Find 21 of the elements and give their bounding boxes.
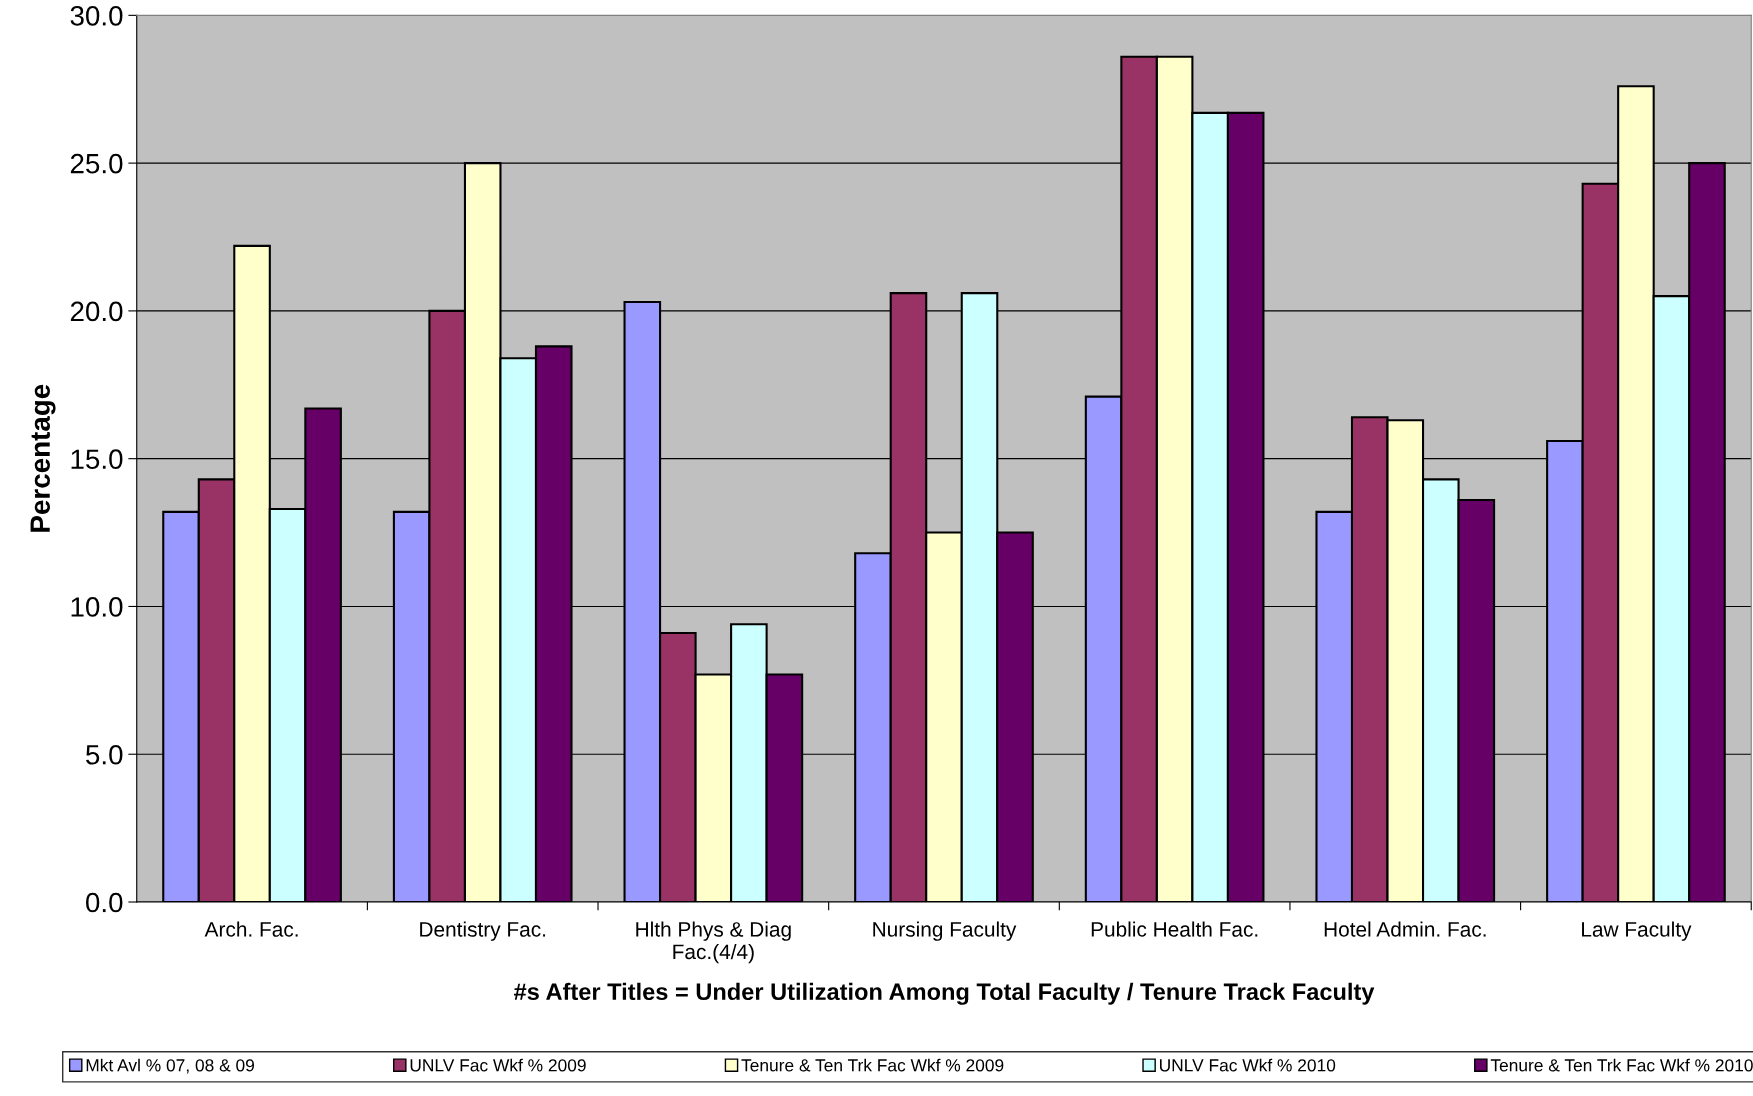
y-tick-label: 0.0 — [86, 892, 123, 913]
y-tick-label: 30.0 — [70, 6, 123, 26]
legend-label: UNLV Fac Wkf % 2010 — [1159, 1058, 1336, 1072]
x-axis-title: #s After Titles = Under Utilization Among Total Faculty / Tenure Track Faculty — [513, 982, 1375, 1005]
x-tick-label: Dentistry Fac. — [420, 921, 546, 941]
y-tick-label: 20.0 — [70, 301, 123, 322]
y-axis-title: Percentage — [30, 384, 56, 532]
legend-label: Tenure & Ten Trk Fac Wkf % 2010 — [1490, 1058, 1753, 1072]
y-tick-label: 25.0 — [70, 153, 123, 174]
x-tick-label: Hlth Phys & Diag Fac.(4/4) — [636, 921, 791, 964]
legend-label: Mkt Avl % 07, 08 & 09 — [86, 1058, 254, 1074]
y-tick-label: 5.0 — [86, 744, 123, 765]
x-tick-label: Arch. Fac. — [204, 921, 298, 937]
legend-label: UNLV Fac Wkf % 2009 — [410, 1058, 586, 1072]
x-tick-label: Public Health Fac. — [1091, 921, 1258, 937]
x-tick-label: Hotel Admin. Fac. — [1324, 921, 1486, 937]
x-tick-label: Nursing Faculty — [873, 921, 1017, 941]
y-tick-label: 15.0 — [71, 449, 123, 470]
y-tick-label: 10.0 — [71, 597, 123, 617]
x-tick-label: Law Faculty — [1582, 921, 1692, 941]
legend-label: Tenure & Ten Trk Fac Wkf % 2009 — [741, 1058, 1004, 1072]
